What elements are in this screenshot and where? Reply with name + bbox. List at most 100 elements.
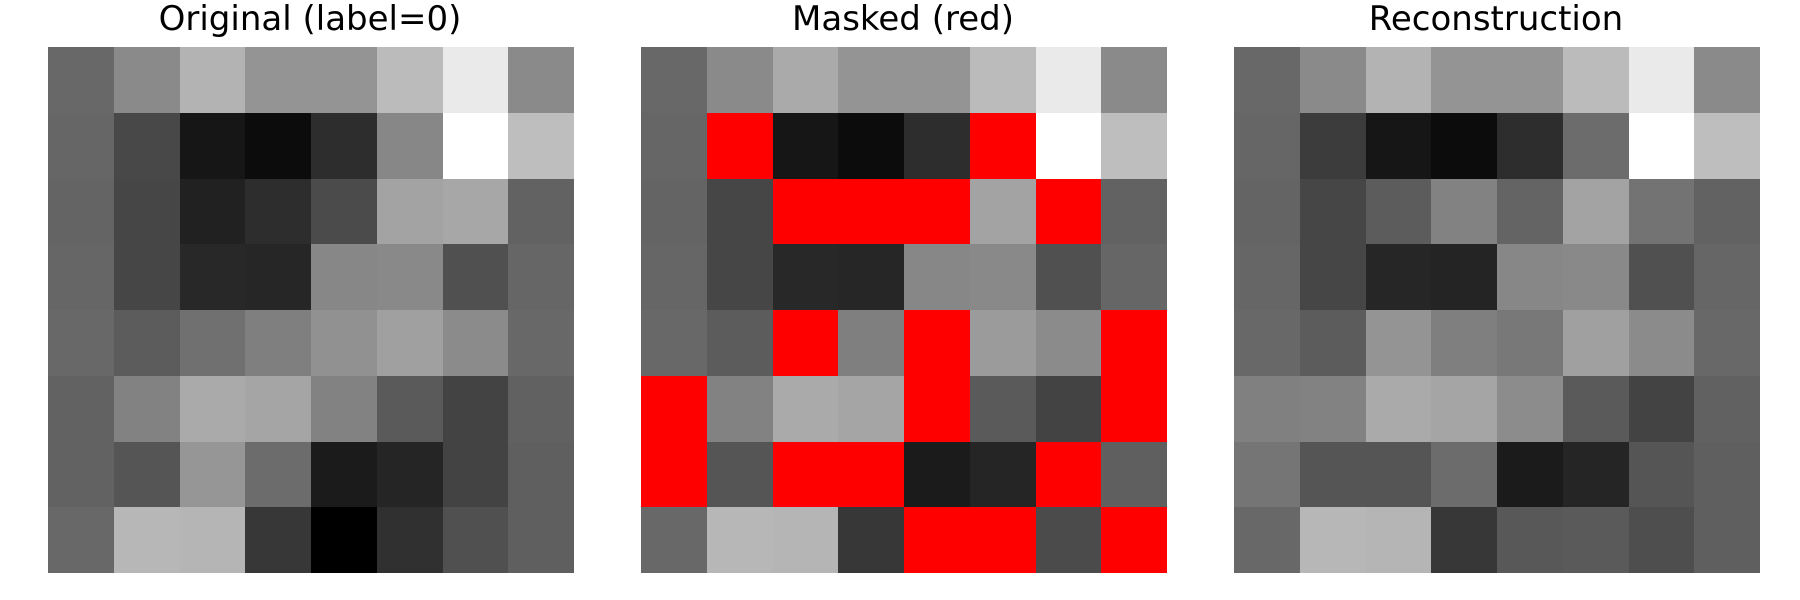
pixel-cell-r6-c2 <box>179 441 246 508</box>
pixel-cell-r7-c6 <box>442 507 509 573</box>
panel-original: Original (label=0) <box>30 0 590 600</box>
pixel-cell-r1-c7 <box>1694 112 1760 179</box>
pixel-cell-r6-c1 <box>1299 441 1366 508</box>
pixel-cell-r3-c6 <box>442 244 509 310</box>
pixel-cell-r0-c3 <box>1431 47 1497 113</box>
pixel-cell-r2-c2 <box>1365 178 1432 245</box>
pixel-cell-r3-c1 <box>706 244 773 310</box>
pixel-cell-r7-c0 <box>641 507 707 573</box>
pixel-cell-r2-c5 <box>969 178 1036 245</box>
pixel-cell-r0-c0 <box>641 47 707 113</box>
pixel-cell-r7-c4 <box>311 507 377 573</box>
pixel-cell-r5-c2 <box>179 375 246 442</box>
pixel-cell-r0-c2 <box>1365 47 1432 113</box>
pixel-cell-r6-c1 <box>706 441 773 508</box>
pixel-cell-r5-c3 <box>1431 375 1497 442</box>
pixel-cell-r2-c2 <box>179 178 246 245</box>
pixel-cell-r0-c2 <box>772 47 839 113</box>
pixel-cell-r5-c3 <box>245 375 311 442</box>
pixel-cell-r1-c5 <box>376 112 443 179</box>
pixel-cell-r1-c2 <box>179 112 246 179</box>
pixel-cell-r2-c1 <box>706 178 773 245</box>
pixel-cell-r4-c6 <box>1628 310 1695 376</box>
pixel-cell-r2-c4 <box>1497 178 1563 245</box>
pixel-cell-r2-c7 <box>1101 178 1167 245</box>
pixel-cell-r4-c4 <box>1497 310 1563 376</box>
pixel-cell-r7-c6 <box>1628 507 1695 573</box>
pixel-cell-r3-c2 <box>772 244 839 310</box>
masked-cell-r4-c4 <box>904 310 970 376</box>
masked-cell-r4-c7 <box>1101 310 1167 376</box>
pixel-cell-r1-c3 <box>1431 112 1497 179</box>
pixel-cell-r3-c2 <box>179 244 246 310</box>
pixel-cell-r5-c1 <box>1299 375 1366 442</box>
pixel-cell-r2-c3 <box>245 178 311 245</box>
pixel-cell-r7-c7 <box>1694 507 1760 573</box>
pixel-cell-r6-c3 <box>1431 441 1497 508</box>
pixel-cell-r0-c3 <box>245 47 311 113</box>
pixel-cell-r3-c6 <box>1628 244 1695 310</box>
pixel-cell-r0-c4 <box>904 47 970 113</box>
pixel-cell-r3-c0 <box>48 244 114 310</box>
masked-cell-r6-c3 <box>838 441 904 508</box>
pixel-cell-r7-c2 <box>772 507 839 573</box>
masked-cell-r2-c6 <box>1035 178 1102 245</box>
pixel-cell-r4-c7 <box>1694 310 1760 376</box>
pixel-cell-r6-c7 <box>1694 441 1760 508</box>
pixel-cell-r4-c0 <box>1234 310 1300 376</box>
pixel-cell-r0-c2 <box>179 47 246 113</box>
pixel-cell-r6-c0 <box>48 441 114 508</box>
pixel-cell-r3-c1 <box>1299 244 1366 310</box>
pixel-cell-r3-c0 <box>1234 244 1300 310</box>
pixel-cell-r0-c4 <box>311 47 377 113</box>
pixel-cell-r2-c1 <box>1299 178 1366 245</box>
pixel-cell-r1-c4 <box>904 112 970 179</box>
pixel-cell-r7-c1 <box>1299 507 1366 573</box>
pixel-cell-r4-c0 <box>48 310 114 376</box>
pixel-cell-r6-c1 <box>113 441 180 508</box>
pixel-cell-r0-c1 <box>706 47 773 113</box>
pixel-cell-r1-c2 <box>772 112 839 179</box>
pixel-cell-r5-c0 <box>48 375 114 442</box>
pixel-cell-r0-c5 <box>1562 47 1629 113</box>
pixel-cell-r7-c6 <box>1035 507 1102 573</box>
pixel-cell-r2-c5 <box>1562 178 1629 245</box>
pixel-cell-r4-c3 <box>838 310 904 376</box>
pixel-cell-r1-c5 <box>1562 112 1629 179</box>
pixel-cell-r5-c5 <box>969 375 1036 442</box>
pixel-cell-r0-c0 <box>48 47 114 113</box>
pixel-cell-r4-c1 <box>1299 310 1366 376</box>
pixel-cell-r4-c3 <box>1431 310 1497 376</box>
masked-cell-r6-c2 <box>772 441 839 508</box>
pixel-cell-r1-c0 <box>48 112 114 179</box>
pixel-cell-r0-c3 <box>838 47 904 113</box>
panel-title: Masked (red) <box>792 0 1014 39</box>
pixel-cell-r6-c5 <box>969 441 1036 508</box>
pixel-cell-r7-c0 <box>1234 507 1300 573</box>
masked-cell-r7-c7 <box>1101 507 1167 573</box>
pixel-cell-r6-c0 <box>1234 441 1300 508</box>
pixel-cell-r4-c2 <box>1365 310 1432 376</box>
panel-masked: Masked (red) <box>623 0 1183 600</box>
pixel-cell-r3-c7 <box>508 244 574 310</box>
pixel-cell-r1-c7 <box>1101 112 1167 179</box>
pixel-cell-r1-c0 <box>1234 112 1300 179</box>
pixel-cell-r2-c1 <box>113 178 180 245</box>
panel-reconstruction: Reconstruction <box>1216 0 1776 600</box>
pixel-cell-r5-c4 <box>1497 375 1563 442</box>
pixel-cell-r0-c0 <box>1234 47 1300 113</box>
pixel-cell-r7-c1 <box>113 507 180 573</box>
pixel-cell-r4-c2 <box>179 310 246 376</box>
pixel-cell-r1-c3 <box>245 112 311 179</box>
heatmap-grid <box>48 47 574 573</box>
pixel-cell-r3-c2 <box>1365 244 1432 310</box>
pixel-cell-r1-c7 <box>508 112 574 179</box>
pixel-cell-r5-c6 <box>1035 375 1102 442</box>
pixel-cell-r0-c7 <box>1694 47 1760 113</box>
pixel-cell-r1-c2 <box>1365 112 1432 179</box>
pixel-cell-r6-c2 <box>1365 441 1432 508</box>
pixel-cell-r2-c6 <box>442 178 509 245</box>
pixel-cell-r7-c2 <box>1365 507 1432 573</box>
pixel-cell-r6-c5 <box>376 441 443 508</box>
pixel-cell-r2-c3 <box>1431 178 1497 245</box>
